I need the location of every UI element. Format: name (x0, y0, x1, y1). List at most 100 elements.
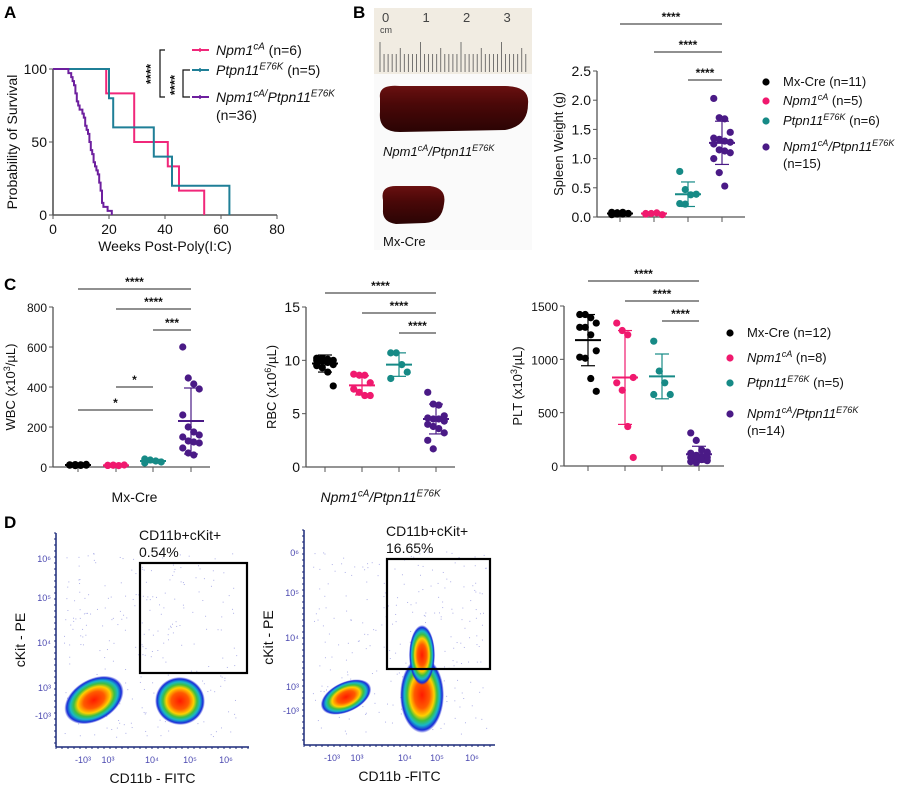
text-segment: E76K (823, 112, 846, 122)
data-point-ptpn11 (387, 349, 395, 357)
x-tick-label: -10³ (75, 755, 91, 765)
data-point-mxcre (581, 354, 589, 362)
event-dot (73, 620, 75, 622)
event-dot (345, 733, 347, 735)
event-dot (85, 612, 87, 614)
event-dot (104, 585, 106, 587)
event-dot (475, 717, 477, 719)
text-segment: Mx-Cre (n=11) (783, 74, 866, 89)
event-dot (324, 657, 326, 659)
event-dot (468, 661, 470, 663)
event-dot (365, 731, 367, 733)
event-dot (226, 666, 228, 668)
data-point-mxcre (576, 310, 584, 319)
event-dot (132, 598, 134, 600)
event-dot (400, 713, 402, 715)
data-point-ptpn11 (676, 167, 684, 176)
event-dot (395, 621, 397, 623)
event-dot (150, 656, 152, 658)
legend-marker-mxcre (762, 78, 770, 86)
event-dot (69, 644, 71, 646)
event-dot (131, 727, 133, 729)
text-segment: (n=8) (792, 350, 826, 365)
data-point-double (698, 446, 706, 454)
event-dot (367, 567, 369, 569)
event-dot (314, 620, 316, 622)
event-dot (78, 723, 80, 725)
event-dot (457, 679, 459, 681)
data-point-double (179, 444, 187, 452)
text-segment: E76K (872, 138, 895, 148)
spleen-photo: 0 1 2 3 cm Npm1cA/Ptpn11E76K Mx-Cre (374, 8, 532, 250)
event-dot (230, 731, 232, 733)
significance-label: **** (143, 63, 158, 84)
event-dot (116, 727, 118, 729)
event-dot (459, 706, 461, 708)
legend-label: Ptpn11E76K (n=5) (747, 374, 844, 390)
significance-label: * (113, 396, 118, 410)
y-tick-label: 100 (24, 61, 48, 77)
text-segment: cA/ (253, 88, 268, 99)
text-segment: Ptpn11 (747, 375, 787, 390)
event-dot (84, 597, 86, 599)
data-point-double (184, 449, 192, 457)
event-dot (157, 650, 159, 652)
event-dot (64, 642, 66, 644)
event-dot (395, 613, 397, 615)
event-dot (228, 711, 230, 713)
event-dot (415, 602, 417, 604)
data-point-ptpn11 (666, 390, 674, 399)
data-point-double (190, 438, 198, 446)
event-dot (193, 643, 195, 645)
event-dot (138, 594, 140, 596)
x-tick-label: 10⁵ (183, 755, 197, 765)
text-segment: Mx-Cre (112, 489, 158, 505)
event-dot (444, 650, 446, 652)
event-dot (210, 689, 212, 691)
event-dot (233, 612, 235, 614)
event-dot (150, 570, 152, 572)
event-dot (443, 680, 445, 682)
event-dot (144, 713, 146, 715)
event-dot (344, 571, 346, 573)
data-point-double (721, 147, 729, 155)
data-point-double (424, 436, 432, 444)
event-dot (463, 646, 465, 648)
event-dot (220, 629, 222, 631)
event-dot (383, 582, 385, 584)
y-tick-label: 5 (292, 406, 300, 422)
data-point-mxcre (587, 374, 595, 383)
text-segment: E76K (259, 61, 283, 72)
significance-label: **** (167, 74, 182, 95)
text-segment: /µL) (264, 345, 279, 368)
data-point-ptpn11 (650, 337, 658, 345)
event-dot (224, 680, 226, 682)
x-tick-label: -10³ (324, 753, 340, 763)
event-dot (377, 575, 379, 577)
data-point-double (715, 146, 723, 154)
text-segment: 3 (2, 366, 12, 371)
event-dot (67, 586, 69, 588)
x-axis-label: CD11b - FITC (109, 770, 195, 786)
text-segment: Npm1 (747, 406, 782, 421)
event-dot (320, 690, 322, 692)
event-dot (162, 557, 164, 559)
event-dot (199, 568, 201, 570)
event-dot (83, 613, 85, 615)
y-tick-label: 0⁶ (290, 548, 299, 558)
event-dot (443, 723, 445, 725)
event-dot (167, 634, 169, 636)
event-dot (479, 592, 481, 594)
event-dot (141, 644, 143, 646)
x-group-label: Npm1cA/Ptpn11E76K (321, 488, 441, 505)
event-dot (454, 687, 456, 689)
event-dot (113, 642, 115, 644)
event-dot (96, 608, 98, 610)
population-density (409, 625, 435, 685)
significance-label: **** (679, 38, 698, 52)
event-dot (131, 569, 133, 571)
y-axis-label: RBC (x106/µL) (263, 345, 279, 429)
event-dot (317, 720, 319, 722)
event-dot (65, 692, 67, 694)
